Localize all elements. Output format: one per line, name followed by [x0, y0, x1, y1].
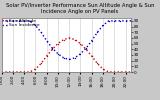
Text: Solar PV/Inverter Performance Sun Altitude Angle & Sun Incidence Angle on PV Pan: Solar PV/Inverter Performance Sun Altitu…	[6, 3, 154, 14]
Legend: Sun Altitude, Sun Incidence: Sun Altitude, Sun Incidence	[2, 18, 40, 28]
